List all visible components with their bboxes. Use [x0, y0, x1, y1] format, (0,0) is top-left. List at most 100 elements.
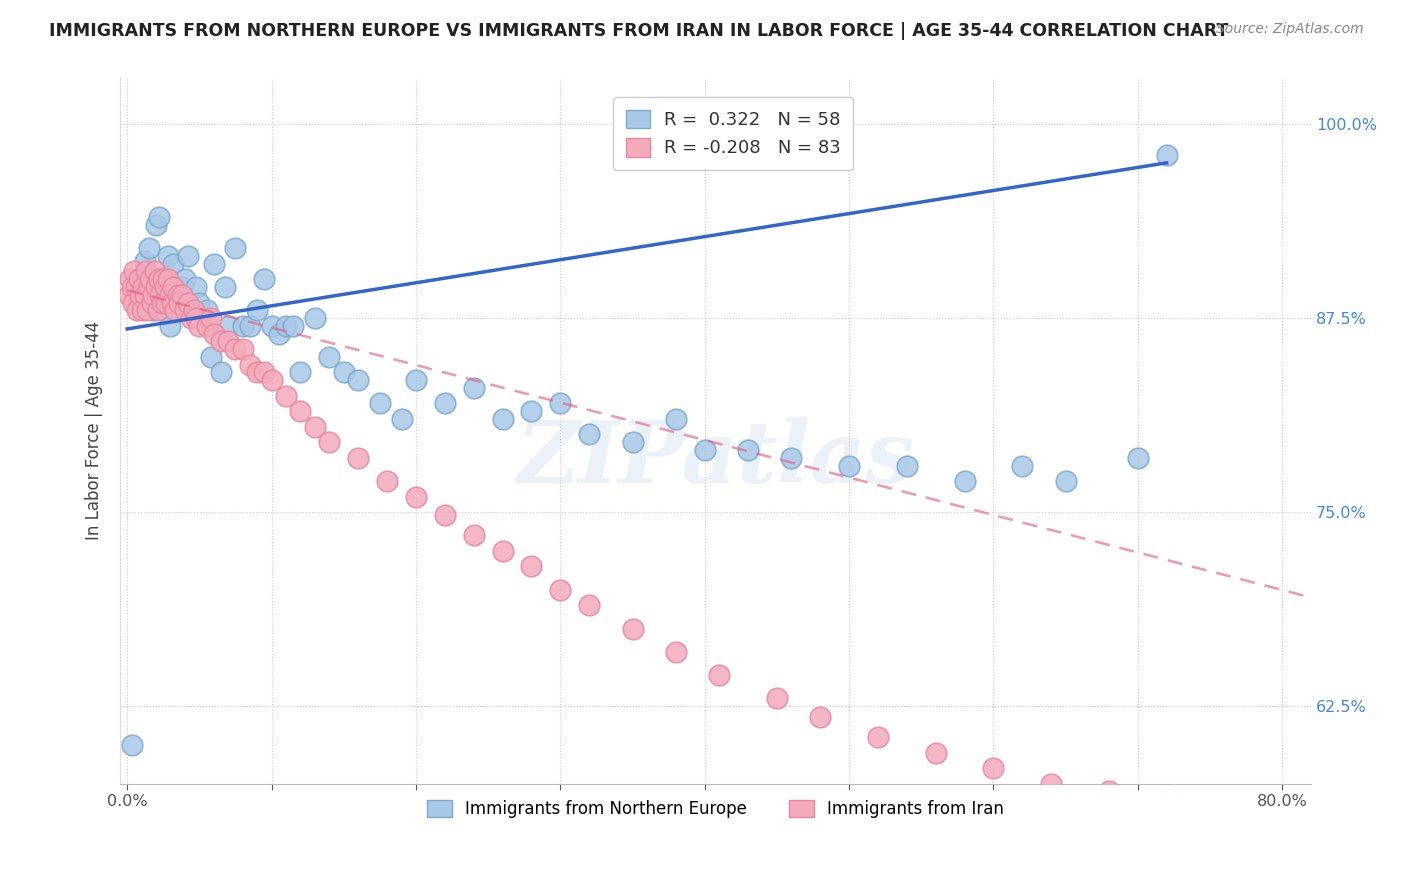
Point [217, 334, 239, 349]
Point [1126, 450, 1149, 465]
Point [152, 303, 174, 318]
Point [621, 622, 644, 636]
Point [1156, 148, 1178, 162]
Point [1098, 784, 1121, 798]
Point [117, 287, 139, 301]
Point [200, 350, 222, 364]
Point [665, 645, 688, 659]
Point [132, 280, 155, 294]
Point [146, 303, 169, 318]
Point [274, 389, 297, 403]
Point [214, 280, 236, 294]
Point [160, 295, 183, 310]
Point [177, 249, 200, 263]
Point [217, 318, 239, 333]
Point [153, 280, 176, 294]
Point [1040, 777, 1063, 791]
Point [267, 326, 290, 341]
Point [260, 373, 283, 387]
Point [1054, 474, 1077, 488]
Point [896, 458, 918, 473]
Point [983, 761, 1005, 775]
Point [125, 280, 148, 294]
Point [120, 272, 142, 286]
Point [866, 730, 889, 744]
Point [332, 365, 354, 379]
Point [925, 746, 948, 760]
Point [142, 287, 165, 301]
Point [1285, 800, 1308, 814]
Point [145, 218, 167, 232]
Point [246, 365, 269, 379]
Point [186, 280, 208, 294]
Point [121, 280, 143, 294]
Point [433, 508, 456, 523]
Point [1213, 792, 1236, 806]
Point [121, 738, 143, 752]
Point [368, 396, 391, 410]
Text: Source: ZipAtlas.com: Source: ZipAtlas.com [1216, 22, 1364, 37]
Point [578, 427, 600, 442]
Point [766, 691, 789, 706]
Text: IMMIGRANTS FROM NORTHERN EUROPE VS IMMIGRANTS FROM IRAN IN LABOR FORCE | AGE 35-: IMMIGRANTS FROM NORTHERN EUROPE VS IMMIG… [49, 22, 1229, 40]
Point [136, 303, 159, 318]
Point [224, 342, 246, 356]
Point [149, 287, 172, 301]
Point [239, 358, 262, 372]
Point [128, 272, 150, 286]
Point [150, 295, 173, 310]
Point [290, 404, 312, 418]
Point [347, 373, 370, 387]
Point [163, 303, 186, 318]
Point [142, 303, 165, 318]
Point [391, 412, 413, 426]
Point [138, 280, 160, 294]
Point [177, 295, 200, 310]
Point [209, 334, 232, 349]
Point [134, 253, 156, 268]
Point [183, 303, 205, 318]
Point [665, 412, 688, 426]
Point [124, 264, 146, 278]
Point [1329, 809, 1351, 823]
Point [290, 365, 312, 379]
Point [127, 303, 149, 318]
Point [274, 318, 297, 333]
Point [155, 295, 177, 310]
Point [166, 287, 188, 301]
Point [405, 490, 427, 504]
Point [188, 318, 211, 333]
Point [253, 365, 276, 379]
Point [780, 450, 803, 465]
Point [707, 668, 730, 682]
Point [1257, 797, 1279, 811]
Point [159, 287, 181, 301]
Point [152, 272, 174, 286]
Point [200, 311, 222, 326]
Point [1315, 806, 1337, 821]
Point [520, 559, 543, 574]
Point [304, 311, 326, 326]
Point [186, 311, 208, 326]
Text: ZIPatlas: ZIPatlas [516, 417, 914, 500]
Legend: Immigrants from Northern Europe, Immigrants from Iran: Immigrants from Northern Europe, Immigra… [420, 793, 1011, 825]
Y-axis label: In Labor Force | Age 35-44: In Labor Force | Age 35-44 [86, 321, 103, 541]
Point [148, 272, 170, 286]
Point [148, 210, 170, 224]
Point [953, 474, 976, 488]
Point [463, 381, 485, 395]
Point [156, 249, 179, 263]
Point [232, 318, 254, 333]
Point [145, 280, 167, 294]
Point [1343, 813, 1365, 827]
Point [134, 287, 156, 301]
Point [170, 280, 193, 294]
Point [143, 264, 166, 278]
Point [129, 287, 152, 301]
Point [232, 342, 254, 356]
Point [170, 287, 193, 301]
Point [621, 435, 644, 450]
Point [162, 280, 184, 294]
Point [463, 528, 485, 542]
Point [405, 373, 427, 387]
